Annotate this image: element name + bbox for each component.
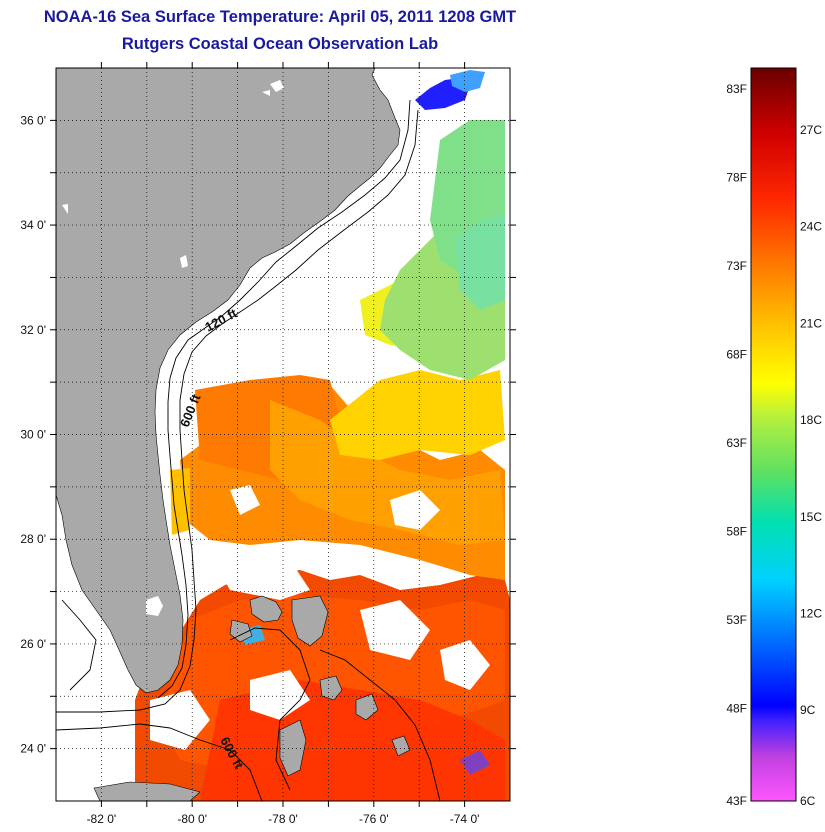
lon-tick-label: -74 0' bbox=[450, 812, 480, 826]
lat-tick-label: 34 0' bbox=[20, 218, 46, 232]
colorbar-label-f: 73F bbox=[726, 259, 747, 273]
sst-map: 120 ft 600 ft 600 ft -82 0' -80 0' -78 0' -… bbox=[20, 62, 516, 826]
lat-tick-label: 32 0' bbox=[20, 323, 46, 337]
lon-tick-label: -82 0' bbox=[87, 812, 117, 826]
lat-tick-label: 28 0' bbox=[20, 532, 46, 546]
lon-tick-label: -78 0' bbox=[268, 812, 298, 826]
colorbar-gradient bbox=[750, 67, 797, 802]
colorbar-label-c: 18C bbox=[800, 413, 822, 427]
lat-tick-label: 30 0' bbox=[20, 428, 46, 442]
bathymetry-contours bbox=[56, 99, 441, 801]
lon-tick-label: -80 0' bbox=[177, 812, 207, 826]
map-title: NOAA-16 Sea Surface Temperature: April 0… bbox=[43, 8, 517, 26]
colorbar-label-f: 53F bbox=[726, 613, 747, 627]
colorbar-label-c: 9C bbox=[800, 703, 816, 717]
colorbar-label-c: 6C bbox=[800, 794, 816, 808]
bahamas-islands bbox=[93, 595, 411, 801]
lat-tick-label: 36 0' bbox=[20, 113, 46, 127]
contour-120ft bbox=[157, 99, 411, 699]
colorbar-label-c: 27C bbox=[800, 123, 822, 137]
axis-ticks bbox=[50, 62, 516, 807]
colorbar-label-f: 58F bbox=[726, 525, 747, 539]
colorbar-label-f: 68F bbox=[726, 348, 747, 362]
lat-tick-label: 26 0' bbox=[20, 637, 46, 651]
colorbar-label-f: 63F bbox=[726, 436, 747, 450]
colorbar-label-f: 83F bbox=[726, 82, 747, 96]
colorbar-labels: 83F 78F 73F 68F 63F 58F 53F 48F 43F 27C 24C 21C 18C 1… bbox=[726, 82, 822, 808]
land-mainland bbox=[56, 68, 401, 694]
colorbar-label-f: 43F bbox=[726, 794, 747, 808]
map-subtitle: Rutgers Coastal Ocean Observation Lab bbox=[121, 35, 439, 53]
lat-tick-label: 24 0' bbox=[20, 742, 46, 756]
colorbar-label-c: 24C bbox=[800, 220, 822, 234]
colorbar-label-f: 48F bbox=[726, 702, 747, 716]
colorbar-label-c: 21C bbox=[800, 316, 822, 330]
colorbar-label-f: 78F bbox=[726, 171, 747, 185]
axis-labels: -82 0' -80 0' -78 0' -76 0' -74 0' 24 0' 26 0'… bbox=[20, 113, 479, 826]
colorbar-label-c: 12C bbox=[800, 607, 822, 621]
contour-600ft bbox=[56, 109, 419, 713]
lake bbox=[146, 596, 163, 616]
lon-tick-label: -76 0' bbox=[359, 812, 389, 826]
colorbar-label-c: 15C bbox=[800, 510, 822, 524]
